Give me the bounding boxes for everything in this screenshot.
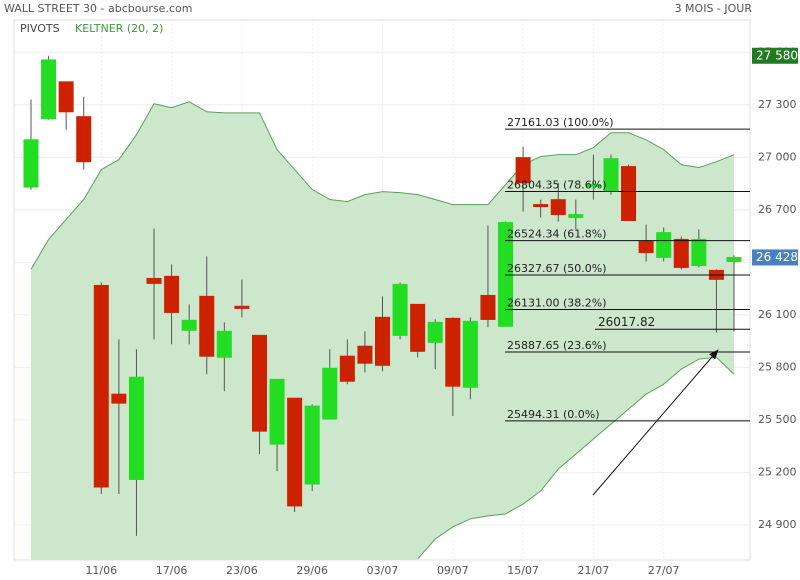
candle-body bbox=[251, 334, 267, 432]
keltner-lower bbox=[417, 356, 735, 560]
candle-body bbox=[287, 397, 303, 507]
candle-body bbox=[41, 59, 57, 120]
fib-label: 26524.34 (61.8%) bbox=[507, 228, 607, 241]
y-tick-label: 24 900 bbox=[758, 518, 797, 531]
fib-label: 26804.35 (78.6%) bbox=[507, 179, 607, 192]
x-tick-label: 29/06 bbox=[296, 564, 328, 577]
candle-body bbox=[498, 222, 514, 327]
candle-body bbox=[23, 139, 39, 188]
x-tick-label: 15/07 bbox=[507, 564, 539, 577]
candle-body bbox=[392, 283, 408, 336]
fib-label: 25494.31 (0.0%) bbox=[507, 408, 600, 421]
candle-body bbox=[76, 116, 92, 163]
x-tick-label: 09/07 bbox=[437, 564, 469, 577]
y-tick-label: 25 800 bbox=[758, 360, 797, 373]
candle-body bbox=[480, 294, 496, 320]
candle-body bbox=[691, 238, 707, 267]
candle-body bbox=[304, 405, 320, 485]
candle-body bbox=[128, 376, 144, 480]
y-tick-label: 26 100 bbox=[758, 308, 797, 321]
fib-label: 26131.00 (38.2%) bbox=[507, 296, 607, 309]
last_price-box bbox=[752, 249, 798, 266]
candle-body bbox=[550, 199, 566, 216]
keltner-upper bbox=[30, 101, 735, 270]
high_price-label: 27 580 bbox=[756, 48, 798, 62]
candle-body bbox=[673, 238, 689, 268]
chart-title: WALL STREET 30 - abcbourse.com bbox=[4, 2, 192, 15]
candle-body bbox=[111, 393, 127, 404]
candle-body bbox=[375, 316, 390, 366]
x-tick-label: 27/07 bbox=[648, 564, 680, 577]
candle-body bbox=[726, 256, 742, 262]
x-tick-label: 11/06 bbox=[85, 564, 117, 577]
last_price-label: 26 428 bbox=[756, 250, 798, 264]
legend-pivots[interactable]: PIVOTS bbox=[20, 22, 60, 35]
candle-body bbox=[234, 305, 250, 309]
fib-label: 26327.67 (50.0%) bbox=[507, 262, 607, 275]
candle-body bbox=[93, 284, 109, 488]
candle-body bbox=[462, 320, 478, 388]
candle-body bbox=[568, 214, 584, 219]
candle-body bbox=[515, 157, 531, 184]
candle-body bbox=[410, 303, 426, 352]
fib-label: 25887.65 (23.6%) bbox=[507, 339, 607, 352]
x-tick-label: 03/07 bbox=[367, 564, 399, 577]
candle-body bbox=[58, 81, 74, 113]
fib-label: 27161.03 (100.0%) bbox=[507, 116, 614, 129]
high_price-box bbox=[752, 47, 798, 64]
candle-body bbox=[216, 330, 232, 358]
candle-body bbox=[585, 184, 601, 188]
candle-body bbox=[339, 355, 355, 382]
candle-body bbox=[164, 275, 180, 313]
candle-body bbox=[656, 232, 672, 258]
candle-body bbox=[199, 295, 215, 357]
price-line-label: 26017.82 bbox=[598, 315, 655, 329]
candle-body bbox=[322, 367, 338, 420]
candle-body bbox=[533, 204, 549, 208]
candle-body bbox=[603, 158, 619, 192]
y-tick-label: 27 300 bbox=[758, 98, 797, 111]
legend-keltner[interactable]: KELTNER (20, 2) bbox=[75, 22, 163, 35]
y-tick-label: 26 700 bbox=[758, 203, 797, 216]
y-tick-label: 27 000 bbox=[758, 150, 797, 163]
x-tick-label: 17/06 bbox=[156, 564, 188, 577]
candle-body bbox=[357, 345, 373, 364]
x-tick-label: 23/06 bbox=[226, 564, 258, 577]
candle-body bbox=[181, 319, 197, 331]
y-tick-label: 25 500 bbox=[758, 413, 797, 426]
candle-body bbox=[427, 321, 443, 343]
candle-body bbox=[638, 241, 654, 254]
y-tick-label: 25 200 bbox=[758, 465, 797, 478]
annotation-arrow bbox=[592, 349, 719, 496]
candle-body bbox=[146, 277, 162, 284]
period: 3 MOIS - JOUR bbox=[675, 2, 753, 15]
x-tick-label: 21/07 bbox=[578, 564, 610, 577]
candle-body bbox=[445, 317, 461, 387]
candle-body bbox=[621, 166, 637, 222]
candle-body bbox=[269, 378, 285, 445]
